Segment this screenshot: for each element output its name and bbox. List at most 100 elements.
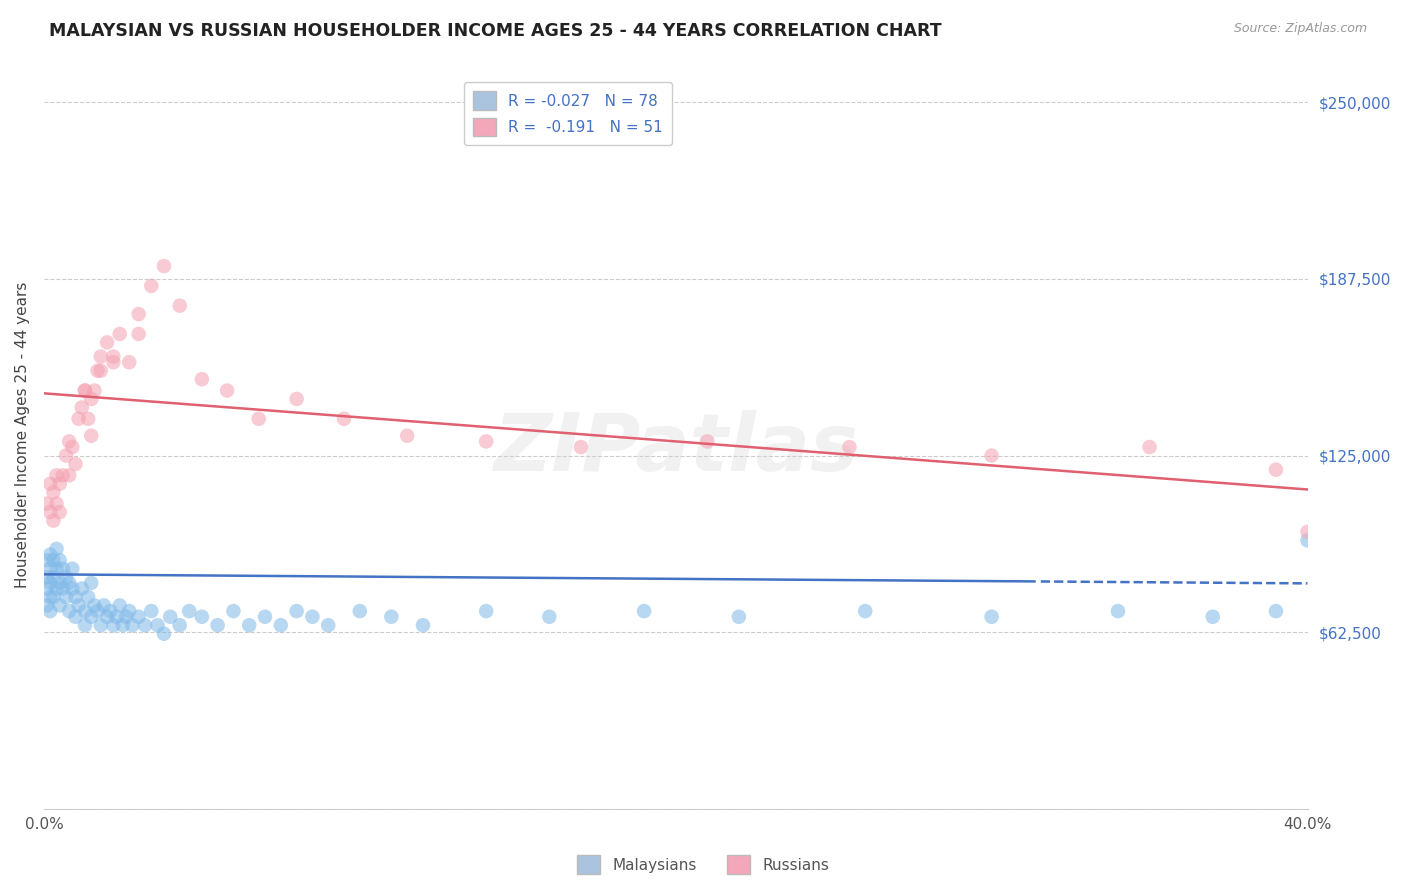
Point — [39, 575, 62, 590]
Point — [98, 604, 121, 618]
Point — [48, 575, 70, 590]
Point — [48, 599, 70, 613]
Point — [48, 505, 70, 519]
Point — [153, 626, 176, 640]
Point — [103, 350, 125, 364]
Point — [90, 618, 112, 632]
Point — [538, 609, 561, 624]
Point — [253, 609, 276, 624]
Point — [141, 278, 163, 293]
Point — [58, 575, 80, 590]
Point — [380, 609, 402, 624]
Point — [169, 299, 191, 313]
Point — [179, 604, 201, 618]
Point — [191, 372, 214, 386]
Point — [48, 553, 70, 567]
Point — [65, 590, 87, 604]
Point — [60, 562, 83, 576]
Point — [80, 429, 103, 443]
Point — [73, 618, 96, 632]
Point — [103, 618, 125, 632]
Point — [45, 541, 67, 556]
Point — [35, 553, 58, 567]
Point — [128, 307, 150, 321]
Point — [108, 326, 131, 341]
Point — [569, 440, 592, 454]
Text: MALAYSIAN VS RUSSIAN HOUSEHOLDER INCOME AGES 25 - 44 YEARS CORRELATION CHART: MALAYSIAN VS RUSSIAN HOUSEHOLDER INCOME … — [49, 22, 942, 40]
Point — [153, 259, 176, 273]
Point — [42, 485, 65, 500]
Point — [980, 449, 1002, 463]
Point — [247, 411, 270, 425]
Point — [1202, 609, 1225, 624]
Point — [70, 401, 93, 415]
Point — [349, 604, 371, 618]
Point — [86, 604, 108, 618]
Point — [1264, 604, 1286, 618]
Point — [86, 364, 108, 378]
Point — [301, 609, 323, 624]
Point — [118, 604, 141, 618]
Point — [60, 582, 83, 596]
Point — [128, 326, 150, 341]
Point — [316, 618, 339, 632]
Point — [67, 411, 90, 425]
Point — [121, 618, 143, 632]
Point — [83, 599, 105, 613]
Point — [45, 468, 67, 483]
Text: ZIPatlas: ZIPatlas — [494, 410, 858, 488]
Point — [475, 604, 498, 618]
Legend: R = -0.027   N = 78, R =  -0.191   N = 51: R = -0.027 N = 78, R = -0.191 N = 51 — [464, 82, 672, 145]
Point — [146, 618, 169, 632]
Point — [103, 355, 125, 369]
Point — [70, 582, 93, 596]
Point — [77, 411, 100, 425]
Point — [96, 609, 118, 624]
Point — [90, 350, 112, 364]
Point — [134, 618, 156, 632]
Point — [108, 599, 131, 613]
Point — [1264, 463, 1286, 477]
Point — [96, 335, 118, 350]
Point — [42, 570, 65, 584]
Point — [45, 582, 67, 596]
Point — [73, 604, 96, 618]
Point — [35, 599, 58, 613]
Point — [207, 618, 229, 632]
Point — [285, 604, 308, 618]
Point — [696, 434, 718, 449]
Point — [853, 604, 876, 618]
Point — [67, 599, 90, 613]
Point — [35, 497, 58, 511]
Point — [1296, 524, 1319, 539]
Point — [93, 599, 115, 613]
Point — [633, 604, 655, 618]
Point — [1107, 604, 1129, 618]
Point — [217, 384, 239, 398]
Y-axis label: Householder Income Ages 25 - 44 years: Householder Income Ages 25 - 44 years — [15, 281, 30, 588]
Point — [55, 590, 77, 604]
Point — [39, 548, 62, 562]
Point — [728, 609, 751, 624]
Legend: Malaysians, Russians: Malaysians, Russians — [571, 849, 835, 880]
Point — [48, 476, 70, 491]
Point — [90, 364, 112, 378]
Point — [333, 411, 356, 425]
Point — [65, 609, 87, 624]
Point — [412, 618, 434, 632]
Point — [65, 457, 87, 471]
Point — [105, 609, 128, 624]
Point — [128, 609, 150, 624]
Point — [475, 434, 498, 449]
Point — [396, 429, 419, 443]
Point — [58, 468, 80, 483]
Point — [73, 384, 96, 398]
Point — [83, 384, 105, 398]
Point — [80, 392, 103, 406]
Point — [1296, 533, 1319, 548]
Point — [111, 618, 134, 632]
Point — [58, 604, 80, 618]
Point — [115, 609, 138, 624]
Point — [35, 570, 58, 584]
Point — [52, 468, 75, 483]
